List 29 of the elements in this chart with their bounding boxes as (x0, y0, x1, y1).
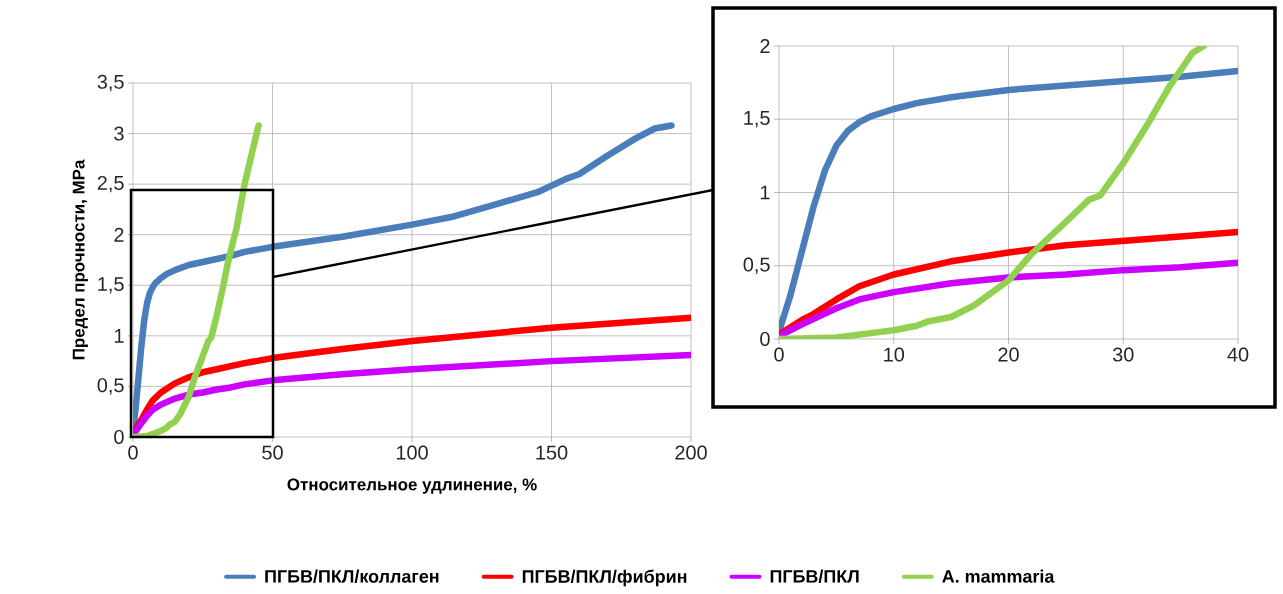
x-tick-label: 20 (998, 347, 1019, 362)
legend-label: A. mammaria (942, 569, 1055, 583)
x-tick-label: 50 (262, 445, 283, 460)
x-tick-label: 150 (536, 445, 568, 460)
y-tick-label: 2 (760, 39, 770, 53)
y-tick-label: 1 (114, 328, 124, 343)
y-tick-label: 0,5 (743, 257, 770, 274)
y-tick-label: 0,5 (97, 378, 124, 395)
x-tick-label: 0 (128, 445, 138, 460)
y-axis-title: Предел прочности, MPa (72, 159, 88, 360)
legend-label: ПГБВ/ПКЛ/коллаген (265, 569, 439, 583)
y-tick-label: 2 (114, 227, 124, 242)
y-tick-label: 3 (114, 126, 124, 141)
x-tick-label: 100 (396, 445, 428, 460)
x-tick-label: 10 (884, 347, 905, 362)
y-tick-label: 2,5 (97, 175, 124, 193)
y-tick-label: 1,5 (98, 277, 124, 294)
y-tick-label: 0 (114, 429, 124, 445)
y-tick-label: 0 (760, 331, 770, 347)
x-axis-title: Относительное удлинение, % (287, 478, 537, 494)
legend-label: ПГБВ/ПКЛ (770, 569, 859, 583)
x-tick-label: 200 (675, 445, 707, 460)
y-tick-label: 1,5 (744, 111, 770, 128)
x-tick-label: 30 (1112, 347, 1134, 362)
y-tick-label: 3,5 (97, 74, 124, 92)
x-tick-label: 40 (1227, 347, 1249, 362)
x-tick-label: 0 (774, 347, 784, 362)
y-tick-label: 1 (760, 185, 770, 200)
legend-label: ПГБВ/ПКЛ/фибрин (522, 569, 687, 587)
